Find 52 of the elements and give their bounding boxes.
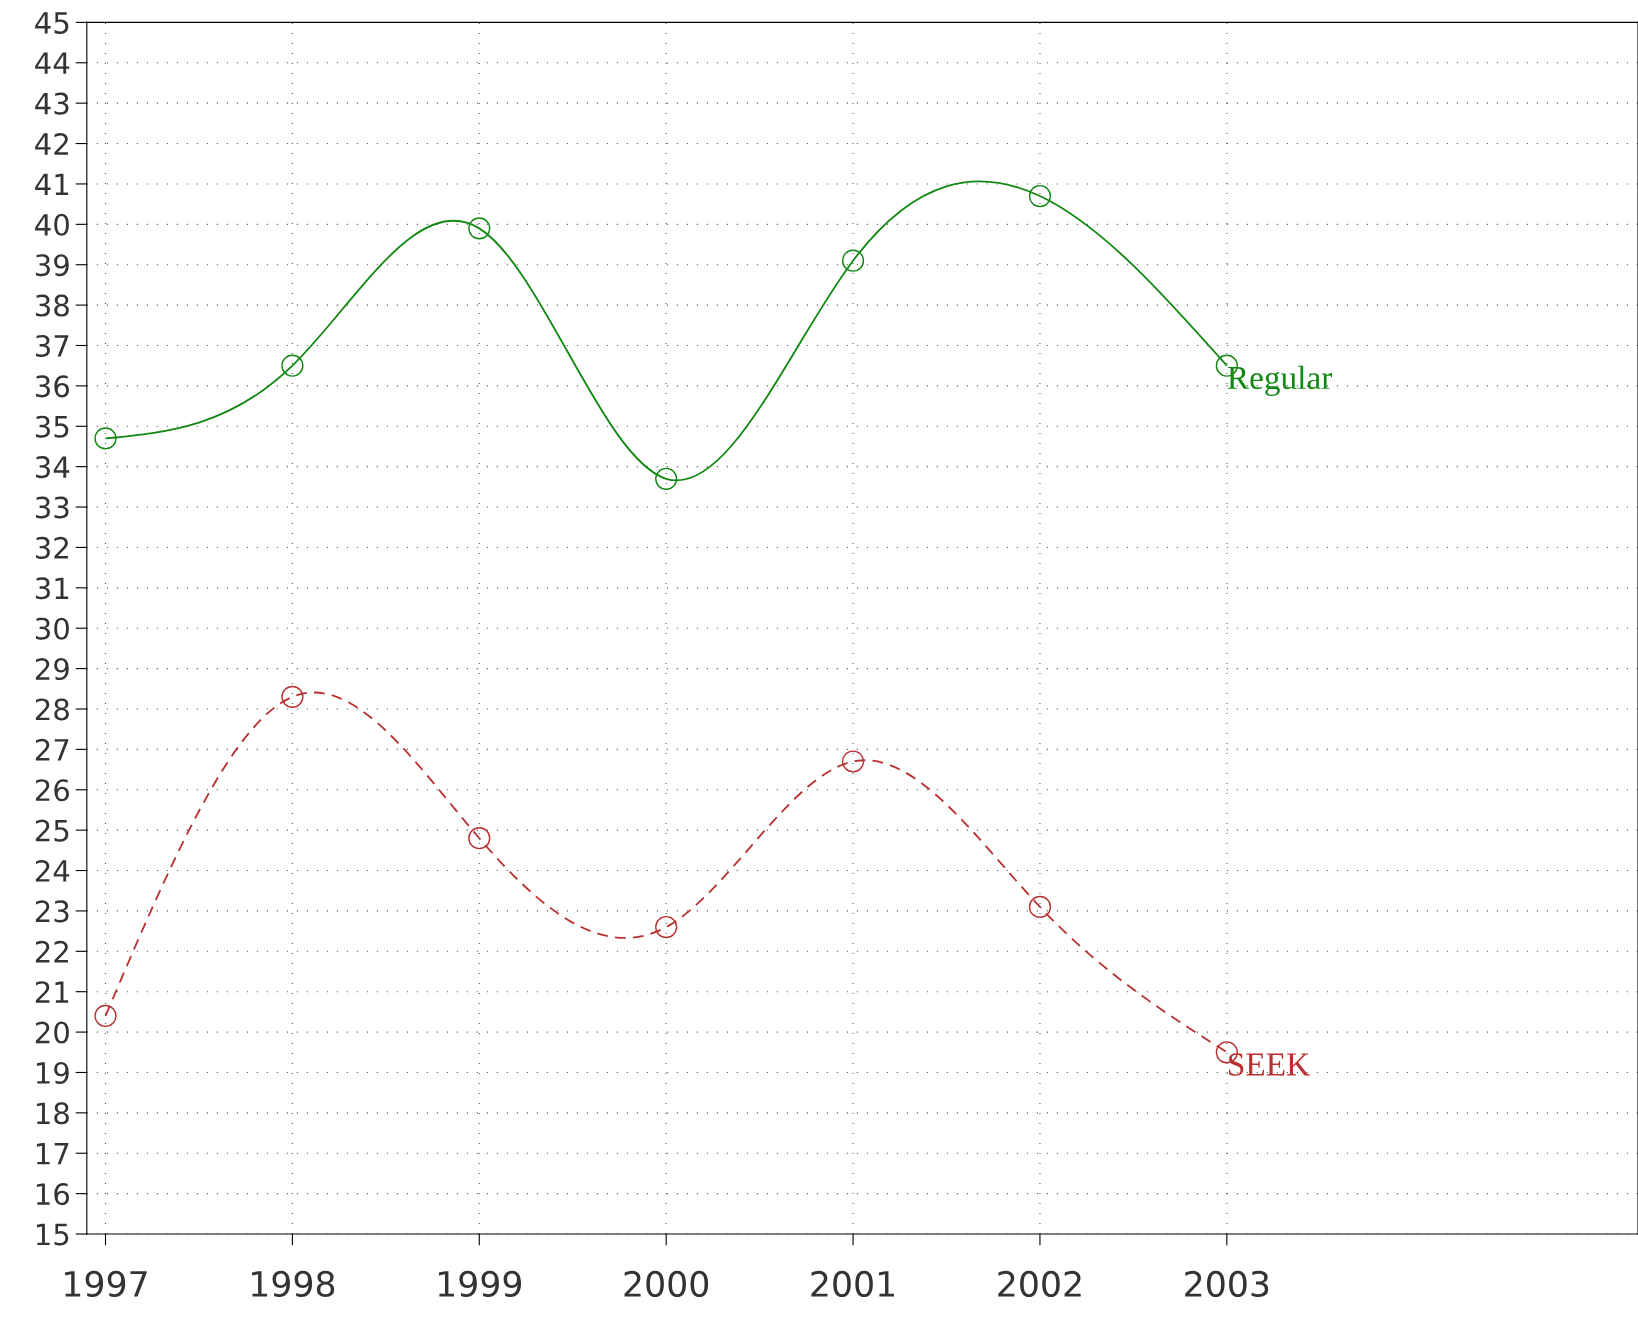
x-tick-label: 1997	[65, 1270, 147, 1298]
x-tick-label: 2000	[624, 1270, 709, 1298]
point	[655, 915, 678, 939]
point	[841, 249, 865, 272]
y-tick-label: 28	[35, 698, 69, 721]
y-tick-label: 36	[35, 375, 69, 398]
y-tick-label: 40	[35, 213, 69, 236]
y-tick-label: 30	[35, 617, 69, 640]
y-tick-label: 38	[35, 294, 69, 317]
y-tick-label: 31	[35, 577, 69, 600]
y-tick-label: 19	[36, 1061, 69, 1084]
y-tick-label: 16	[36, 1183, 69, 1206]
y-tick-label: 18	[36, 1102, 69, 1125]
y-tick-label: 21	[35, 981, 69, 1003]
x-tick-label: 2002	[998, 1270, 1081, 1298]
y-tick-label: 42	[35, 132, 68, 155]
y-tick-label: 26	[35, 779, 69, 802]
y-tick-label: 24	[35, 859, 70, 882]
y-tick-label: 29	[35, 658, 69, 681]
x-tick-label: 1998	[252, 1270, 335, 1298]
point	[281, 354, 304, 377]
point	[1028, 895, 1052, 918]
series-label: SEEK	[1229, 1053, 1310, 1076]
y-tick-label: 35	[35, 415, 69, 438]
y-tick-label: 39	[35, 254, 69, 277]
point	[468, 217, 491, 240]
y-tick-label: 41	[35, 173, 69, 196]
y-tick-label: 23	[35, 900, 69, 923]
point	[94, 1004, 117, 1028]
y-tick-label: 15	[36, 1223, 69, 1246]
y-tick-label: 43	[35, 92, 69, 115]
y-tick-label: 22	[35, 940, 68, 963]
y-tick-label: 37	[35, 334, 69, 357]
point	[1028, 184, 1052, 208]
point	[841, 750, 865, 773]
x-tick-label: 1999	[438, 1270, 522, 1298]
x-tick-label: 2001	[811, 1270, 895, 1298]
y-tick-label: 25	[35, 819, 69, 842]
y-tick-label: 34	[35, 456, 70, 479]
x-tick-label: 2003	[1185, 1270, 1269, 1298]
y-tick-label: 32	[35, 536, 68, 559]
y-tick-label: 27	[35, 738, 69, 761]
y-tick-label: 44	[35, 52, 70, 74]
point	[281, 685, 304, 708]
series-label: Regular	[1227, 365, 1333, 397]
y-tick-label: 20	[35, 1021, 69, 1044]
point	[94, 427, 117, 450]
y-tick-label: 33	[35, 496, 69, 519]
y-tick-label: 17	[36, 1143, 69, 1165]
point	[655, 467, 678, 490]
y-tick-label: 45	[35, 12, 69, 34]
point	[468, 827, 491, 850]
